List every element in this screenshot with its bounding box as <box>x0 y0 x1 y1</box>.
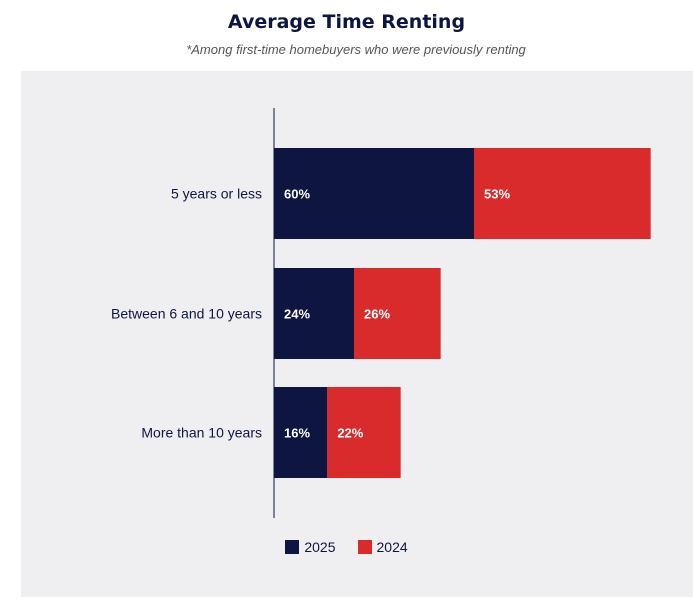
bar-2024 <box>354 268 441 359</box>
legend-swatch-2025 <box>285 540 300 554</box>
data-label: 60% <box>284 187 310 202</box>
data-label: 22% <box>337 426 363 441</box>
category-label: 5 years or less <box>171 186 262 202</box>
data-label: 53% <box>484 187 510 202</box>
category-label: More than 10 years <box>141 425 262 441</box>
legend-item-2025: 2025 <box>285 539 336 555</box>
legend-label-2025: 2025 <box>304 539 336 555</box>
bar-2025 <box>274 387 328 478</box>
data-label: 24% <box>284 307 310 322</box>
bar-2024 <box>474 148 651 239</box>
chart-subtitle: *Among first-time homebuyers who were pr… <box>186 42 526 57</box>
legend-item-2024: 2024 <box>357 539 408 555</box>
bars-layer: 5 years or less 60% 53% Between 6 and 10 ye… <box>111 148 651 478</box>
bar-2024 <box>327 387 401 478</box>
legend-label-2024: 2024 <box>376 539 408 555</box>
legend: 2025 2024 <box>0 539 693 555</box>
bar-2025 <box>274 268 354 359</box>
data-label: 26% <box>364 307 390 322</box>
data-label: 16% <box>284 426 310 441</box>
bar-2025 <box>274 148 474 239</box>
category-label: Between 6 and 10 years <box>111 306 262 322</box>
chart-title: Average Time Renting <box>227 11 466 33</box>
legend-swatch-2024 <box>357 540 372 554</box>
